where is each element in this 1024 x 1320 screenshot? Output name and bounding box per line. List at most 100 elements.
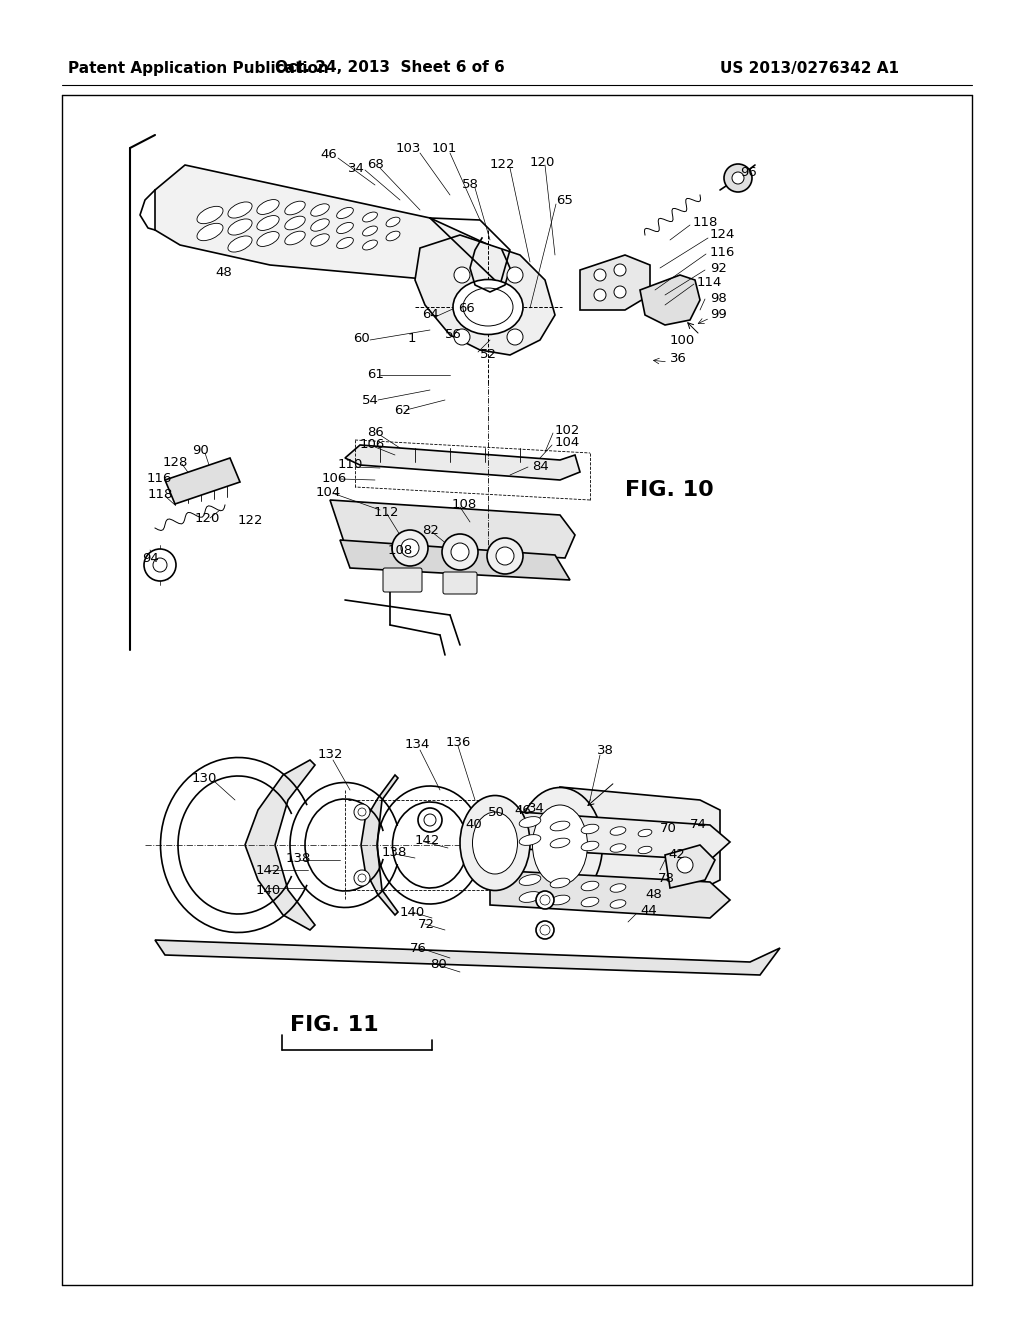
- Text: 82: 82: [422, 524, 439, 536]
- Circle shape: [536, 921, 554, 939]
- Circle shape: [594, 289, 606, 301]
- Ellipse shape: [519, 834, 541, 845]
- Text: FIG. 10: FIG. 10: [625, 480, 714, 500]
- Polygon shape: [490, 870, 730, 917]
- Text: 54: 54: [362, 393, 379, 407]
- Text: 116: 116: [710, 246, 735, 259]
- Text: 138: 138: [286, 851, 311, 865]
- FancyBboxPatch shape: [443, 572, 477, 594]
- Ellipse shape: [285, 231, 305, 244]
- Text: 48: 48: [215, 265, 231, 279]
- Text: 106: 106: [360, 438, 385, 451]
- Text: 104: 104: [316, 487, 341, 499]
- Ellipse shape: [532, 805, 588, 884]
- Ellipse shape: [638, 829, 652, 837]
- Text: 118: 118: [148, 488, 173, 502]
- Ellipse shape: [519, 891, 541, 903]
- Text: 34: 34: [528, 801, 545, 814]
- Ellipse shape: [337, 207, 353, 219]
- Text: 140: 140: [400, 906, 425, 919]
- Text: FIG. 11: FIG. 11: [290, 1015, 379, 1035]
- Ellipse shape: [550, 895, 569, 906]
- Text: 42: 42: [668, 849, 685, 862]
- Text: 122: 122: [238, 513, 263, 527]
- Polygon shape: [330, 500, 575, 558]
- Text: 44: 44: [640, 903, 656, 916]
- Text: 103: 103: [396, 141, 421, 154]
- Text: 101: 101: [432, 141, 458, 154]
- Ellipse shape: [337, 238, 353, 248]
- Text: 100: 100: [670, 334, 695, 346]
- Text: 112: 112: [374, 507, 399, 520]
- Text: 72: 72: [418, 919, 435, 932]
- Ellipse shape: [519, 817, 541, 828]
- Text: 108: 108: [388, 544, 414, 557]
- Text: 128: 128: [163, 455, 188, 469]
- Circle shape: [392, 531, 428, 566]
- Ellipse shape: [362, 226, 378, 236]
- Ellipse shape: [610, 826, 626, 836]
- Text: 62: 62: [394, 404, 411, 417]
- Polygon shape: [155, 165, 510, 285]
- Text: 92: 92: [710, 261, 727, 275]
- Ellipse shape: [197, 206, 223, 223]
- Text: 138: 138: [382, 846, 408, 859]
- Ellipse shape: [582, 898, 599, 907]
- Circle shape: [614, 264, 626, 276]
- Circle shape: [144, 549, 176, 581]
- Text: 76: 76: [410, 941, 427, 954]
- Polygon shape: [245, 760, 315, 931]
- Ellipse shape: [519, 875, 541, 886]
- Text: 120: 120: [530, 156, 555, 169]
- Text: 99: 99: [710, 309, 727, 322]
- Text: 68: 68: [367, 158, 384, 172]
- Ellipse shape: [610, 843, 626, 853]
- Text: 94: 94: [142, 552, 159, 565]
- Circle shape: [614, 286, 626, 298]
- Ellipse shape: [550, 878, 569, 888]
- Polygon shape: [415, 235, 555, 355]
- Text: 61: 61: [367, 368, 384, 381]
- Text: 106: 106: [322, 471, 347, 484]
- Text: 74: 74: [690, 818, 707, 832]
- Polygon shape: [340, 540, 570, 579]
- Ellipse shape: [386, 218, 400, 227]
- Text: 66: 66: [458, 301, 475, 314]
- Circle shape: [732, 172, 744, 183]
- Polygon shape: [165, 458, 240, 504]
- Text: 132: 132: [318, 748, 343, 762]
- Text: 46: 46: [514, 804, 530, 817]
- Ellipse shape: [228, 236, 252, 252]
- Circle shape: [354, 870, 370, 886]
- Text: 98: 98: [710, 292, 727, 305]
- Text: 130: 130: [193, 771, 217, 784]
- Text: 40: 40: [465, 818, 481, 832]
- Ellipse shape: [285, 201, 305, 215]
- Polygon shape: [560, 787, 720, 903]
- Circle shape: [354, 804, 370, 820]
- Text: Patent Application Publication: Patent Application Publication: [68, 61, 329, 75]
- Ellipse shape: [310, 219, 330, 231]
- Ellipse shape: [582, 824, 599, 834]
- Ellipse shape: [453, 280, 523, 334]
- Ellipse shape: [228, 202, 252, 218]
- Text: 36: 36: [670, 351, 687, 364]
- Text: 1: 1: [408, 331, 417, 345]
- Text: 58: 58: [462, 178, 479, 191]
- Text: 56: 56: [445, 329, 462, 342]
- Circle shape: [724, 164, 752, 191]
- Ellipse shape: [228, 219, 252, 235]
- Text: 114: 114: [697, 276, 722, 289]
- Ellipse shape: [610, 884, 626, 892]
- Text: 124: 124: [710, 228, 735, 242]
- Circle shape: [487, 539, 523, 574]
- Text: 65: 65: [556, 194, 572, 206]
- Text: 96: 96: [740, 166, 757, 180]
- Text: 52: 52: [480, 348, 497, 362]
- Ellipse shape: [386, 231, 400, 240]
- Polygon shape: [665, 845, 715, 888]
- Ellipse shape: [197, 223, 223, 240]
- Ellipse shape: [638, 846, 652, 854]
- Text: 84: 84: [532, 459, 549, 473]
- Ellipse shape: [362, 213, 378, 222]
